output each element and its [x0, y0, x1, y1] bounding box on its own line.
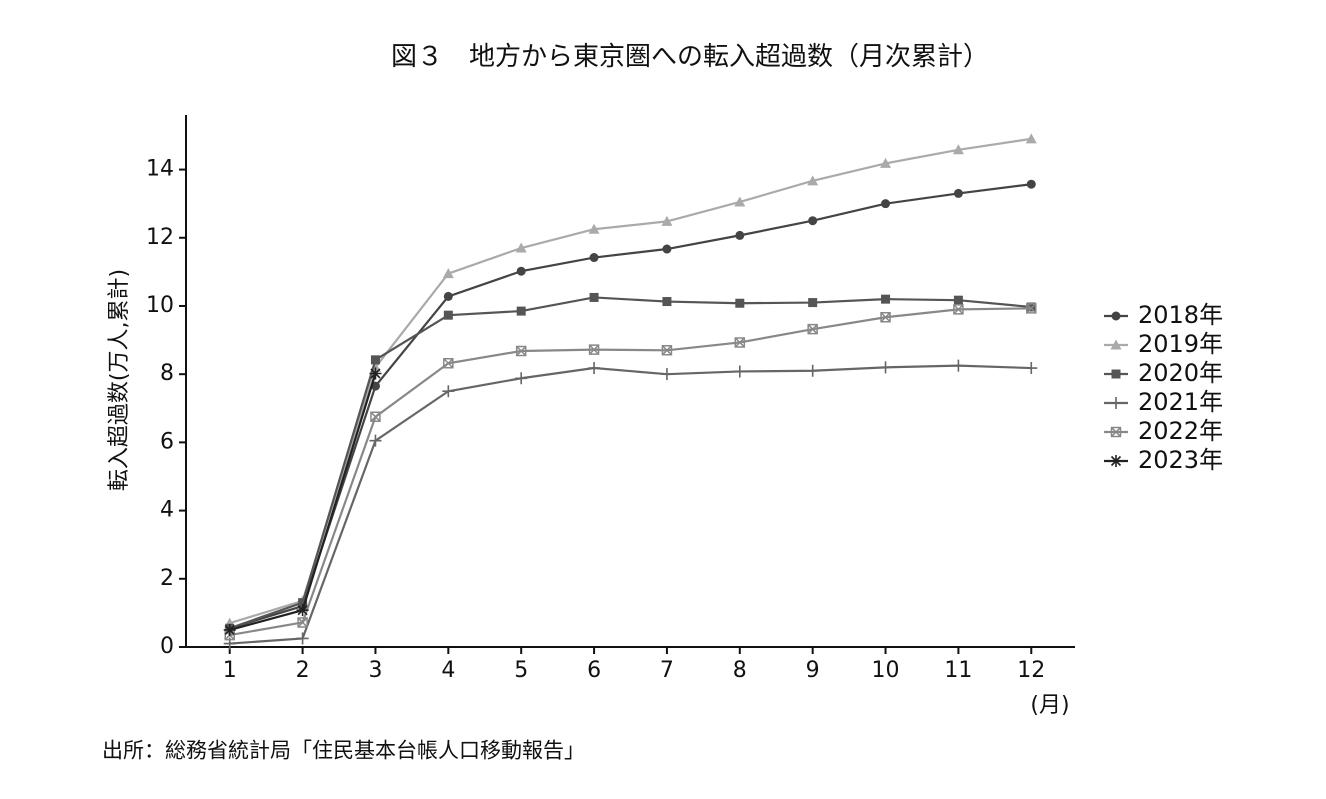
- legend-label: 2022年: [1138, 417, 1223, 445]
- marker: [589, 292, 599, 302]
- marker: [1110, 397, 1122, 409]
- y-tick-label: 12: [146, 225, 174, 250]
- marker: [952, 359, 965, 372]
- marker: [735, 298, 745, 308]
- marker: [370, 411, 381, 423]
- x-tick-label: 6: [587, 658, 601, 683]
- marker: [515, 345, 527, 357]
- marker: [953, 295, 963, 305]
- marker: [515, 372, 528, 385]
- marker: [298, 598, 308, 608]
- marker: [807, 175, 819, 186]
- y-tick-label: 10: [146, 293, 174, 318]
- marker: [733, 365, 746, 378]
- x-tick-label: 12: [1017, 658, 1045, 683]
- marker: [735, 230, 745, 240]
- marker: [881, 199, 891, 209]
- marker: [223, 623, 236, 636]
- x-tick-label: 8: [733, 658, 747, 683]
- x-tick-label: 4: [441, 658, 455, 683]
- marker: [1025, 133, 1037, 144]
- marker: [1111, 311, 1121, 321]
- x-tick-label: 11: [944, 658, 972, 683]
- marker: [370, 355, 380, 365]
- series-line: [229, 137, 1032, 625]
- series-line: [229, 183, 1032, 630]
- marker: [443, 310, 453, 320]
- marker: [953, 188, 963, 198]
- marker: [952, 144, 964, 155]
- legend-label: 2018年: [1138, 301, 1223, 329]
- marker: [879, 361, 892, 374]
- marker: [296, 604, 309, 617]
- source-note: 出所：総務省統計局「住民基本台帳人口移動報告」: [102, 739, 585, 763]
- x-tick-label: 10: [872, 658, 900, 683]
- series-line: [229, 296, 1032, 630]
- marker: [588, 344, 600, 355]
- marker: [661, 215, 673, 226]
- legend-label: 2019年: [1138, 330, 1223, 358]
- x-tick-label: 3: [368, 658, 382, 683]
- x-tick-label: 5: [514, 658, 528, 683]
- marker: [734, 196, 746, 207]
- marker: [1111, 369, 1121, 379]
- marker: [296, 632, 309, 645]
- y-axis-label: 転入超過数(万人,累計): [107, 269, 132, 491]
- marker: [1110, 339, 1122, 350]
- marker: [1110, 455, 1122, 467]
- marker: [1110, 426, 1122, 438]
- legend-label: 2020年: [1138, 359, 1223, 387]
- marker: [443, 291, 453, 301]
- marker: [662, 244, 672, 254]
- marker: [661, 345, 673, 356]
- marker: [297, 617, 308, 628]
- marker: [369, 434, 382, 447]
- y-tick-label: 4: [160, 498, 174, 523]
- marker: [442, 385, 455, 398]
- marker: [589, 253, 599, 263]
- marker: [442, 268, 454, 279]
- marker: [808, 298, 818, 308]
- marker: [660, 368, 673, 381]
- marker: [1026, 303, 1037, 314]
- marker: [808, 216, 818, 226]
- marker: [369, 367, 382, 380]
- y-tick-label: 14: [146, 157, 174, 182]
- y-tick-label: 2: [160, 566, 174, 591]
- x-tick-label: 1: [223, 658, 237, 683]
- x-axis-label: (月): [1030, 693, 1069, 718]
- marker: [1025, 362, 1038, 375]
- marker: [807, 323, 818, 335]
- marker: [443, 358, 454, 369]
- y-tick-label: 8: [160, 361, 174, 386]
- marker: [516, 306, 526, 316]
- marker: [1026, 302, 1036, 312]
- chart-title: 図３ 地方から東京圏への転入超過数（月次累計）: [391, 42, 989, 72]
- marker: [1026, 179, 1036, 189]
- marker: [806, 364, 819, 377]
- marker: [516, 266, 526, 276]
- series-line: [229, 364, 1032, 645]
- legend-label: 2021年: [1138, 388, 1223, 416]
- y-tick-label: 0: [160, 634, 174, 659]
- marker: [588, 223, 600, 234]
- marker: [734, 337, 746, 348]
- series-line: [229, 307, 1032, 637]
- marker: [515, 242, 527, 253]
- x-tick-label: 7: [660, 658, 674, 683]
- marker: [880, 311, 891, 323]
- marker: [588, 362, 601, 375]
- x-tick-label: 2: [296, 658, 310, 683]
- marker: [953, 304, 964, 315]
- marker: [881, 294, 891, 304]
- marker: [880, 157, 892, 168]
- marker: [662, 297, 672, 307]
- x-tick-label: 9: [806, 658, 820, 683]
- y-tick-label: 6: [160, 429, 174, 454]
- legend-label: 2023年: [1138, 446, 1223, 474]
